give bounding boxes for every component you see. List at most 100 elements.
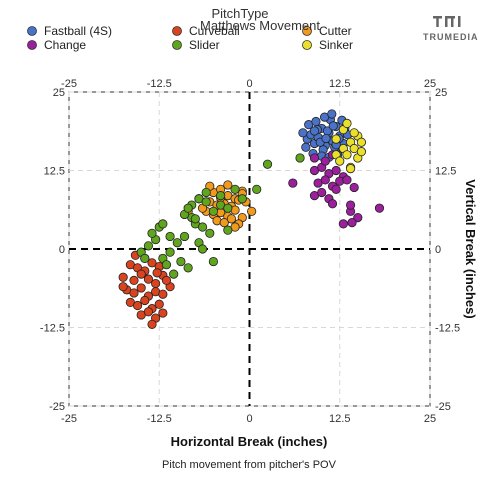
point-change [309, 153, 320, 163]
trumedia-logo: TRUMEDIA [423, 16, 479, 42]
point-change [349, 182, 359, 193]
legend: Fastball (4S) Curveball Cutter Change Slider… [27, 24, 353, 52]
point-sinker [335, 156, 345, 166]
point-slider [223, 225, 233, 235]
point-fastball-4s [309, 126, 320, 136]
zero-lines [69, 92, 430, 406]
x-tick-label-bottom: -12.5 [147, 413, 172, 425]
point-slider [197, 244, 208, 254]
point-change [353, 213, 363, 223]
point-slider [208, 206, 218, 216]
point-change [288, 178, 298, 188]
point-curveball [161, 275, 172, 285]
point-sinker [342, 150, 352, 160]
legend-label-fastball-4s: Fastball (4S) [44, 24, 112, 38]
x-tick-label-bottom: -25 [61, 413, 77, 425]
point-sinker [331, 134, 341, 144]
point-sinker [342, 118, 352, 129]
legend-title: PitchType [211, 6, 268, 21]
point-slider [179, 231, 190, 242]
point-slider [176, 256, 186, 267]
point-slider [216, 191, 226, 201]
point-change [320, 175, 330, 185]
legend-marker-slider [172, 40, 182, 50]
y-tick-label-left: -12.5 [40, 323, 65, 335]
logo-text: TRUMEDIA [423, 32, 479, 42]
point-curveball [147, 319, 157, 329]
point-change [317, 187, 327, 198]
point-slider [201, 197, 211, 207]
point-cutter [219, 218, 229, 228]
y-tick-label-left: -25 [49, 401, 65, 413]
point-change [327, 199, 338, 209]
point-curveball [129, 275, 139, 285]
point-slider [143, 241, 154, 251]
point-fastball-4s [328, 121, 338, 131]
point-slider [158, 219, 168, 229]
data-points [118, 109, 385, 329]
legend-label-sinker: Sinker [319, 38, 353, 52]
point-slider [197, 222, 208, 232]
legend-label-curveball: Curveball [189, 24, 240, 38]
point-cutter [247, 206, 257, 216]
point-slider [205, 228, 215, 238]
point-curveball [132, 300, 143, 311]
point-slider [140, 253, 150, 264]
point-slider [208, 256, 218, 267]
point-curveball [143, 274, 154, 284]
point-sinker [356, 147, 367, 157]
point-change [347, 218, 357, 228]
x-tick-label-top: -25 [61, 78, 77, 90]
point-curveball [143, 307, 154, 317]
legend-label-slider: Slider [189, 38, 220, 52]
point-change [331, 184, 341, 194]
point-cutter [226, 214, 237, 224]
x-tick-label-top: -12.5 [147, 78, 172, 90]
y-tick-label-right: 0 [435, 244, 441, 256]
point-slider [161, 260, 172, 270]
y-tick-label-left: 0 [59, 244, 65, 256]
x-tick-label-top: 25 [424, 78, 436, 90]
y-tick-label-right: -12.5 [435, 323, 460, 335]
point-slider [147, 228, 157, 238]
y-axis-title: Vertical Break (inches) [463, 179, 478, 318]
legend-marker-fastball-4s [27, 26, 37, 36]
x-tick-label-top: 12.5 [329, 78, 350, 90]
point-change [320, 156, 330, 166]
point-slider [230, 184, 240, 194]
point-slider [165, 247, 175, 257]
point-curveball [136, 269, 146, 279]
point-sinker [345, 164, 356, 174]
point-change [338, 219, 348, 229]
point-slider [295, 153, 305, 163]
point-slider [183, 263, 193, 273]
point-sinker [349, 128, 359, 138]
point-curveball [158, 308, 168, 318]
point-curveball [136, 283, 146, 293]
x-tick-label-top: 0 [246, 78, 252, 90]
legend-label-change: Change [44, 38, 86, 52]
point-slider [183, 203, 193, 213]
point-slider [165, 231, 175, 242]
point-fastball-4s [327, 109, 337, 119]
chart-caption: Pitch movement from pitcher's POV [162, 459, 337, 471]
point-curveball [118, 282, 128, 292]
point-fastball-4s [321, 133, 331, 144]
y-tick-label-left: 25 [53, 87, 65, 99]
point-slider [172, 238, 182, 248]
point-curveball [129, 288, 139, 298]
legend-marker-cutter [302, 26, 312, 36]
point-fastball-4s [301, 142, 311, 152]
x-axis-title: Horizontal Break (inches) [171, 434, 328, 449]
point-sinker [356, 137, 367, 147]
point-slider [201, 187, 211, 198]
point-fastball-4s [311, 116, 321, 127]
point-curveball [118, 272, 128, 282]
point-curveball [158, 289, 168, 299]
point-curveball [147, 258, 157, 268]
point-curveball [152, 268, 162, 278]
legend-label-cutter: Cutter [319, 24, 352, 38]
point-change [374, 203, 385, 213]
y-tick-label-right: 25 [435, 87, 447, 99]
point-slider [190, 214, 200, 224]
